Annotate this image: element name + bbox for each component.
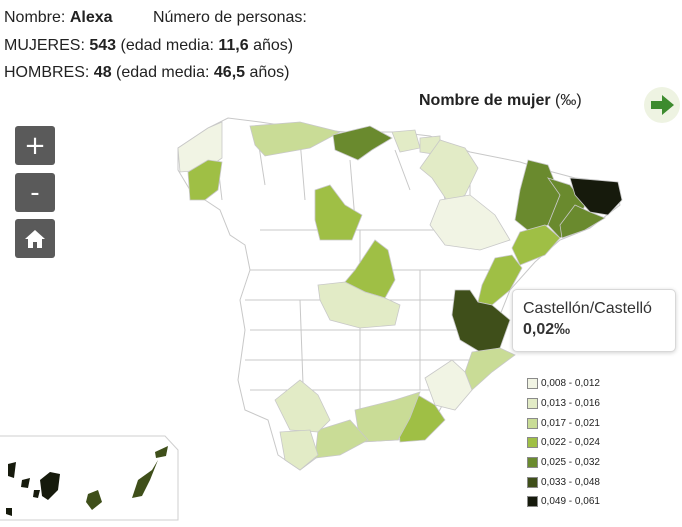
province-zaragoza [429, 194, 511, 251]
men-count: 48 [93, 64, 112, 81]
legend-item: 0,013 - 0,016 [527, 394, 600, 414]
tooltip-region-value: 0,02‰ [523, 321, 571, 338]
province-sevilla [274, 379, 331, 433]
zoom-out-button[interactable]: - [15, 173, 55, 212]
next-button[interactable] [644, 87, 680, 123]
legend-swatch [527, 398, 538, 410]
province-castellon [477, 254, 523, 306]
tooltip-region-name: Castellón/Castelló [523, 300, 652, 317]
zoom-in-label: + [24, 130, 46, 161]
zoom-in-button[interactable]: + [15, 126, 55, 165]
legend-item: 0,025 - 0,032 [527, 453, 600, 473]
legend-swatch [527, 437, 538, 449]
women-age-suffix: años) [253, 36, 294, 54]
province-cantabria [332, 125, 393, 161]
province-girona [569, 177, 623, 216]
legend-swatch [527, 417, 538, 429]
map-title-bold: Nombre de mujer [419, 92, 551, 109]
legend-item: 0,049 - 0,061 [527, 492, 600, 512]
name-label: Nombre: [4, 9, 66, 26]
info-line-1: Nombre: Alexa Número de personas: [4, 4, 307, 32]
legend-label: 0,033 - 0,048 [541, 476, 600, 488]
home-icon [25, 229, 45, 248]
province-toledo [317, 281, 401, 329]
legend-item: 0,008 - 0,012 [527, 374, 600, 394]
legend-item: 0,022 - 0,024 [527, 433, 600, 453]
legend-swatch [527, 496, 538, 508]
province-santa-cruz-de-tenerife [8, 462, 16, 478]
legend-item: 0,017 - 0,021 [527, 413, 600, 433]
name-value: Alexa [69, 9, 113, 26]
province-tarragona [511, 224, 561, 266]
province-cadiz [279, 429, 319, 471]
legend-label: 0,008 - 0,012 [541, 378, 600, 390]
home-button[interactable] [15, 219, 55, 258]
persons-label: Número de personas: [152, 9, 307, 26]
province-a-coruna [177, 121, 223, 173]
arrow-right-icon [651, 95, 674, 115]
legend-item: 0,033 - 0,048 [527, 472, 600, 492]
women-age-prefix: (edad media: [120, 36, 214, 54]
info-line-women: MUJERES: 543 (edad media: 11,6 años) [4, 32, 307, 60]
province-pontevedra [187, 159, 223, 201]
zoom-out-label: - [30, 177, 40, 208]
men-age-suffix: años) [249, 64, 290, 81]
women-count: 543 [89, 36, 117, 54]
province-valladolid [314, 184, 363, 241]
legend-swatch [527, 457, 538, 469]
info-line-men: HOMBRES: 48 (edad media: 46,5 años) [4, 59, 307, 87]
men-label: HOMBRES: [4, 64, 90, 81]
men-age-prefix: (edad media: [116, 64, 210, 81]
province-valencia [451, 289, 511, 353]
women-age: 11,6 [218, 36, 249, 54]
women-label: MUJERES: [4, 36, 85, 54]
province-alicante [464, 347, 516, 391]
map-title-unit: (‰) [555, 92, 582, 109]
legend-label: 0,049 - 0,061 [541, 496, 600, 508]
legend-label: 0,017 - 0,021 [541, 417, 600, 429]
legend-swatch [527, 476, 538, 488]
legend-label: 0,025 - 0,032 [541, 457, 600, 469]
map-legend: 0,008 - 0,012 0,013 - 0,016 0,017 - 0,021 0… [527, 374, 600, 512]
legend-label: 0,013 - 0,016 [541, 398, 600, 410]
province-las-palmas [86, 490, 102, 510]
map-title: Nombre de mujer (‰) [419, 92, 582, 110]
canary-islands-inset [0, 435, 179, 521]
region-tooltip: Castellón/Castelló 0,02‰ [512, 289, 676, 352]
province-asturias [249, 121, 342, 157]
province-barcelona [559, 204, 606, 239]
men-age: 46,5 [213, 64, 246, 81]
legend-label: 0,022 - 0,024 [541, 437, 600, 449]
name-info: Nombre: Alexa Número de personas: MUJERE… [4, 4, 307, 87]
legend-swatch [527, 378, 538, 390]
